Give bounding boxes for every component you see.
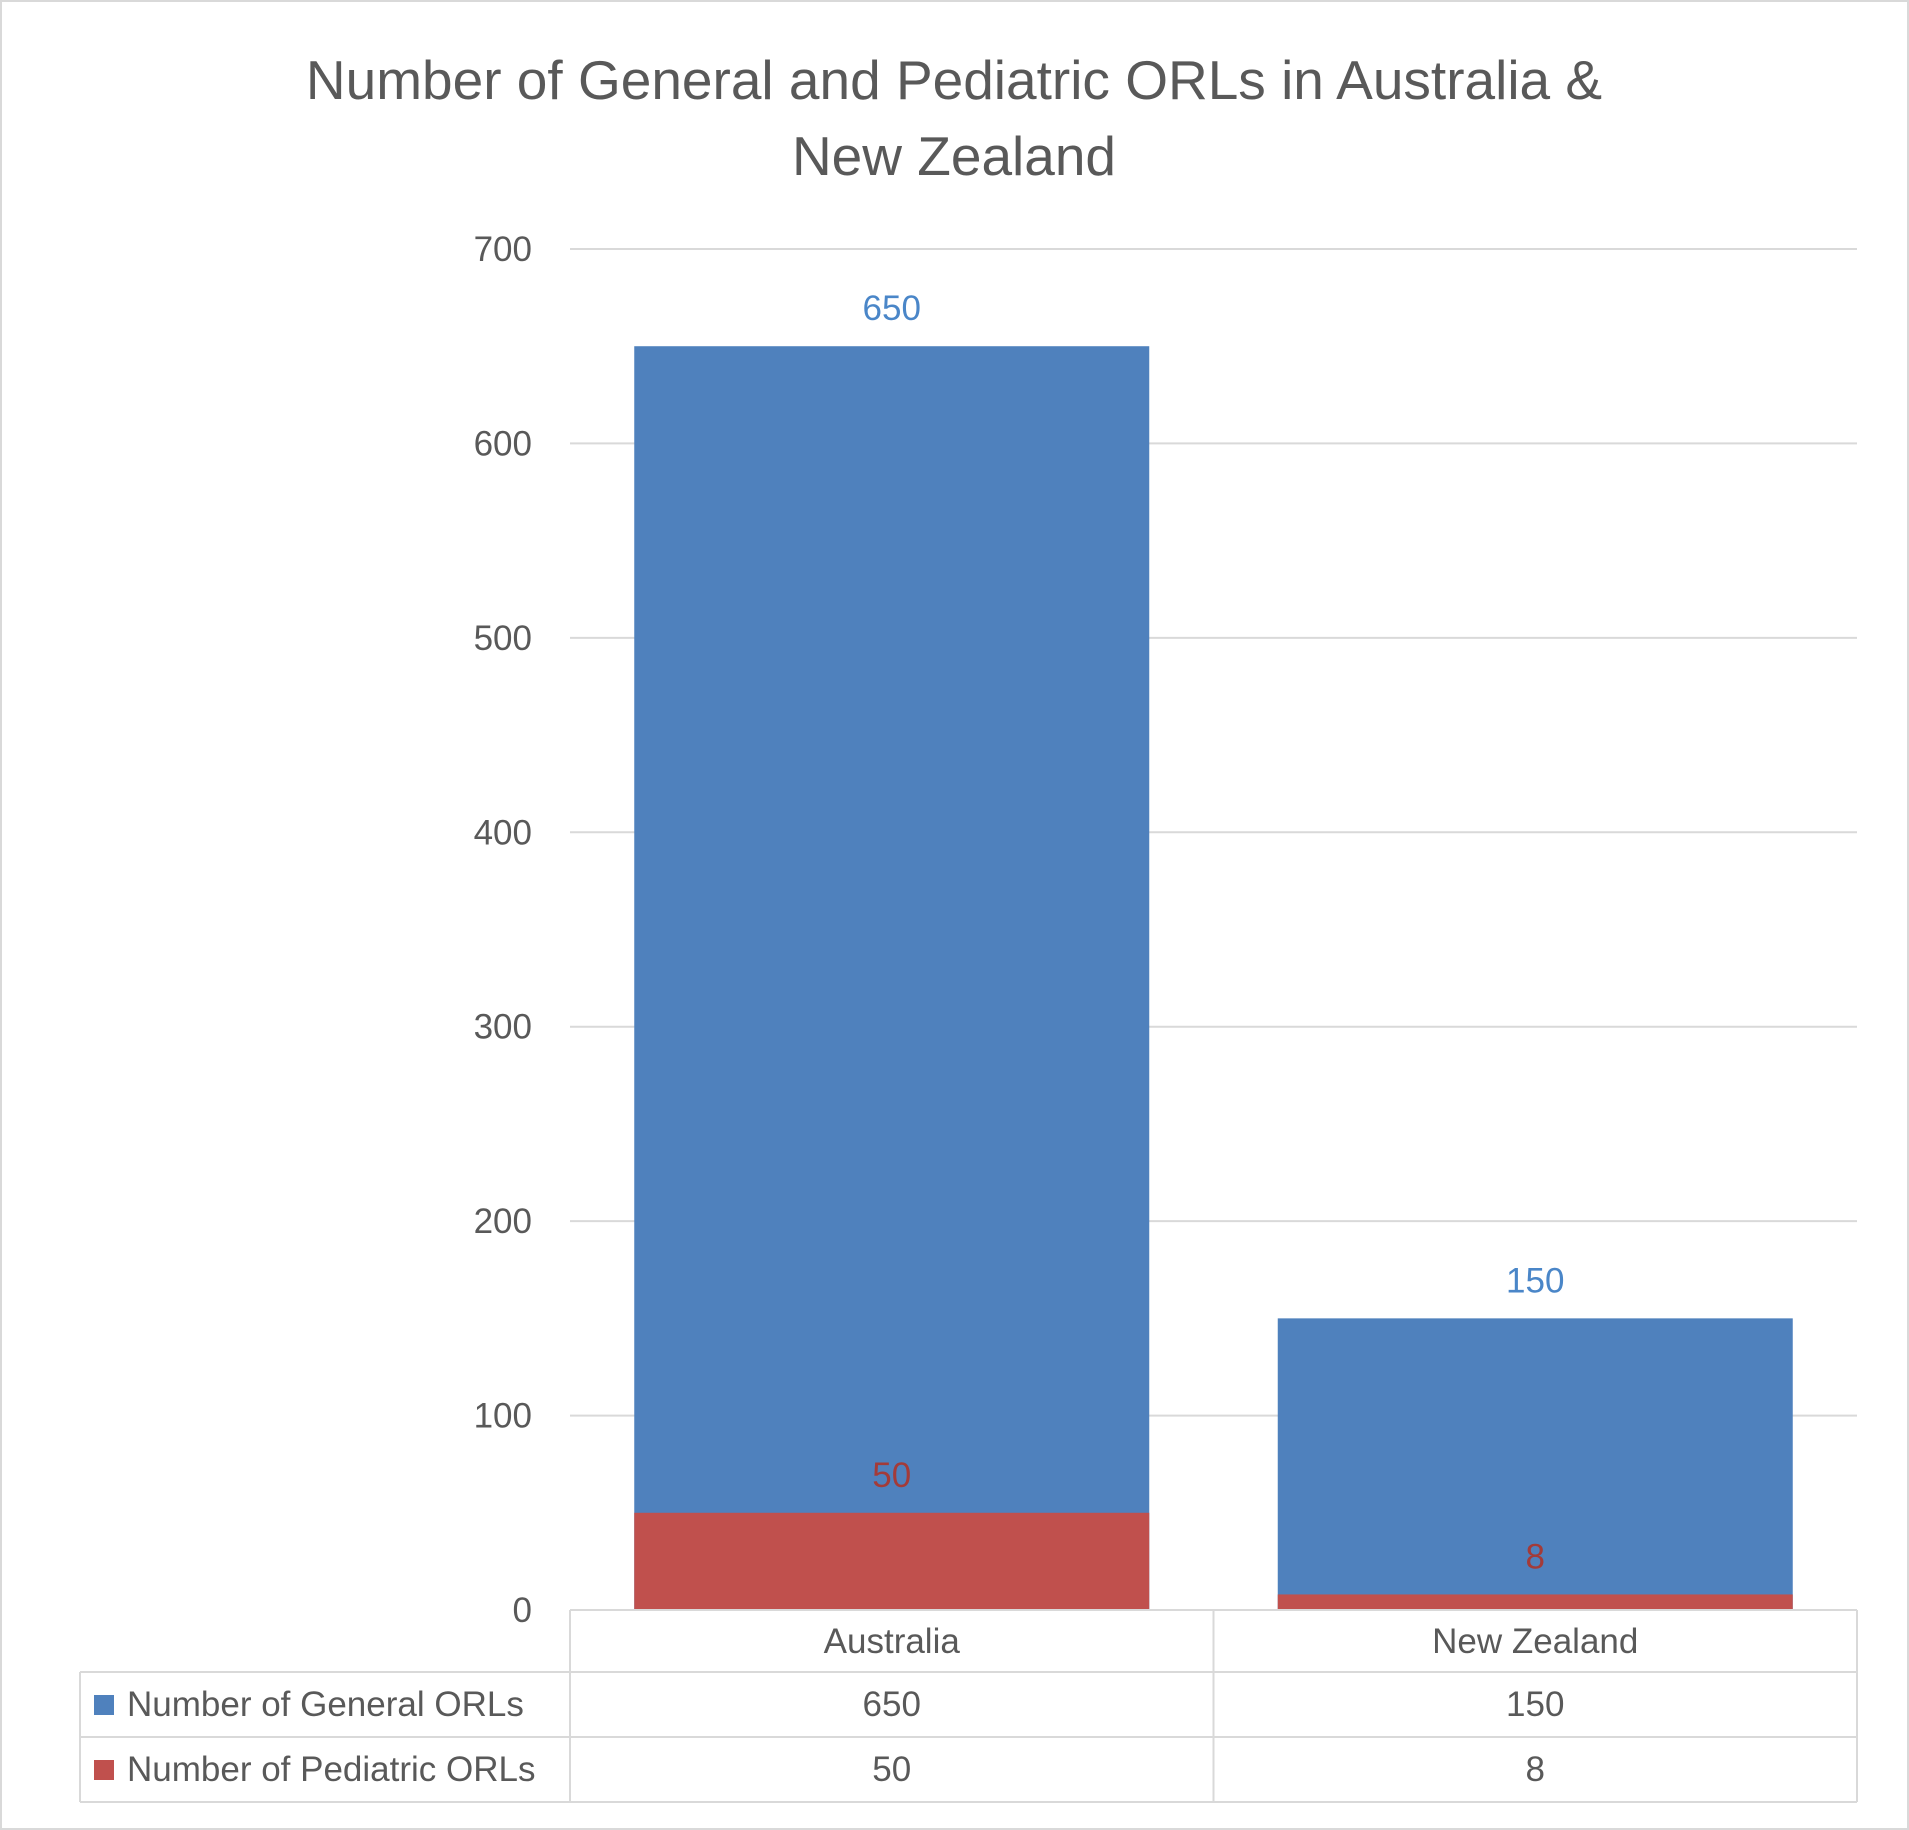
data-labels: 650 150 50 8: [863, 289, 1565, 1576]
x-category-label: Australia: [824, 1622, 961, 1661]
data-label: 8: [1526, 1537, 1545, 1576]
chart-title-line-1: Number of General and Pediatric ORLs in …: [306, 49, 1602, 111]
legend-key-0: [94, 1695, 114, 1715]
x-category-label: New Zealand: [1432, 1622, 1638, 1661]
bars: [634, 346, 1793, 1610]
bar-pediatric-1: [1277, 1594, 1793, 1610]
data-label: 150: [1506, 1261, 1564, 1300]
y-tick-label: 500: [474, 619, 532, 658]
y-tick-label: 300: [474, 1008, 532, 1047]
bar-pediatric-0: [634, 1512, 1150, 1610]
bar-general-0: [634, 346, 1150, 1610]
bar-general-1: [1277, 1318, 1793, 1610]
table-cell: 8: [1526, 1750, 1545, 1789]
table-cell: 650: [863, 1685, 921, 1724]
table-cell: 50: [872, 1750, 911, 1789]
y-tick-label: 100: [474, 1397, 532, 1436]
legend-key-1: [94, 1760, 114, 1780]
table-cell: 150: [1506, 1685, 1564, 1724]
legend-label: Number of Pediatric ORLs: [127, 1750, 535, 1789]
chart-title-line-2: New Zealand: [792, 125, 1116, 187]
y-axis-ticks: 0 100 200 300 400 500 600 700: [474, 230, 532, 1630]
y-tick-label: 700: [474, 230, 532, 269]
data-label: 50: [872, 1456, 911, 1495]
data-label: 650: [863, 289, 921, 328]
y-tick-label: 400: [474, 813, 532, 852]
legend-label: Number of General ORLs: [127, 1685, 524, 1724]
data-table: Australia New Zealand Number of General OR…: [79, 1609, 1858, 1803]
y-tick-label: 0: [513, 1591, 532, 1630]
y-tick-label: 600: [474, 424, 532, 463]
y-tick-label: 200: [474, 1202, 532, 1241]
